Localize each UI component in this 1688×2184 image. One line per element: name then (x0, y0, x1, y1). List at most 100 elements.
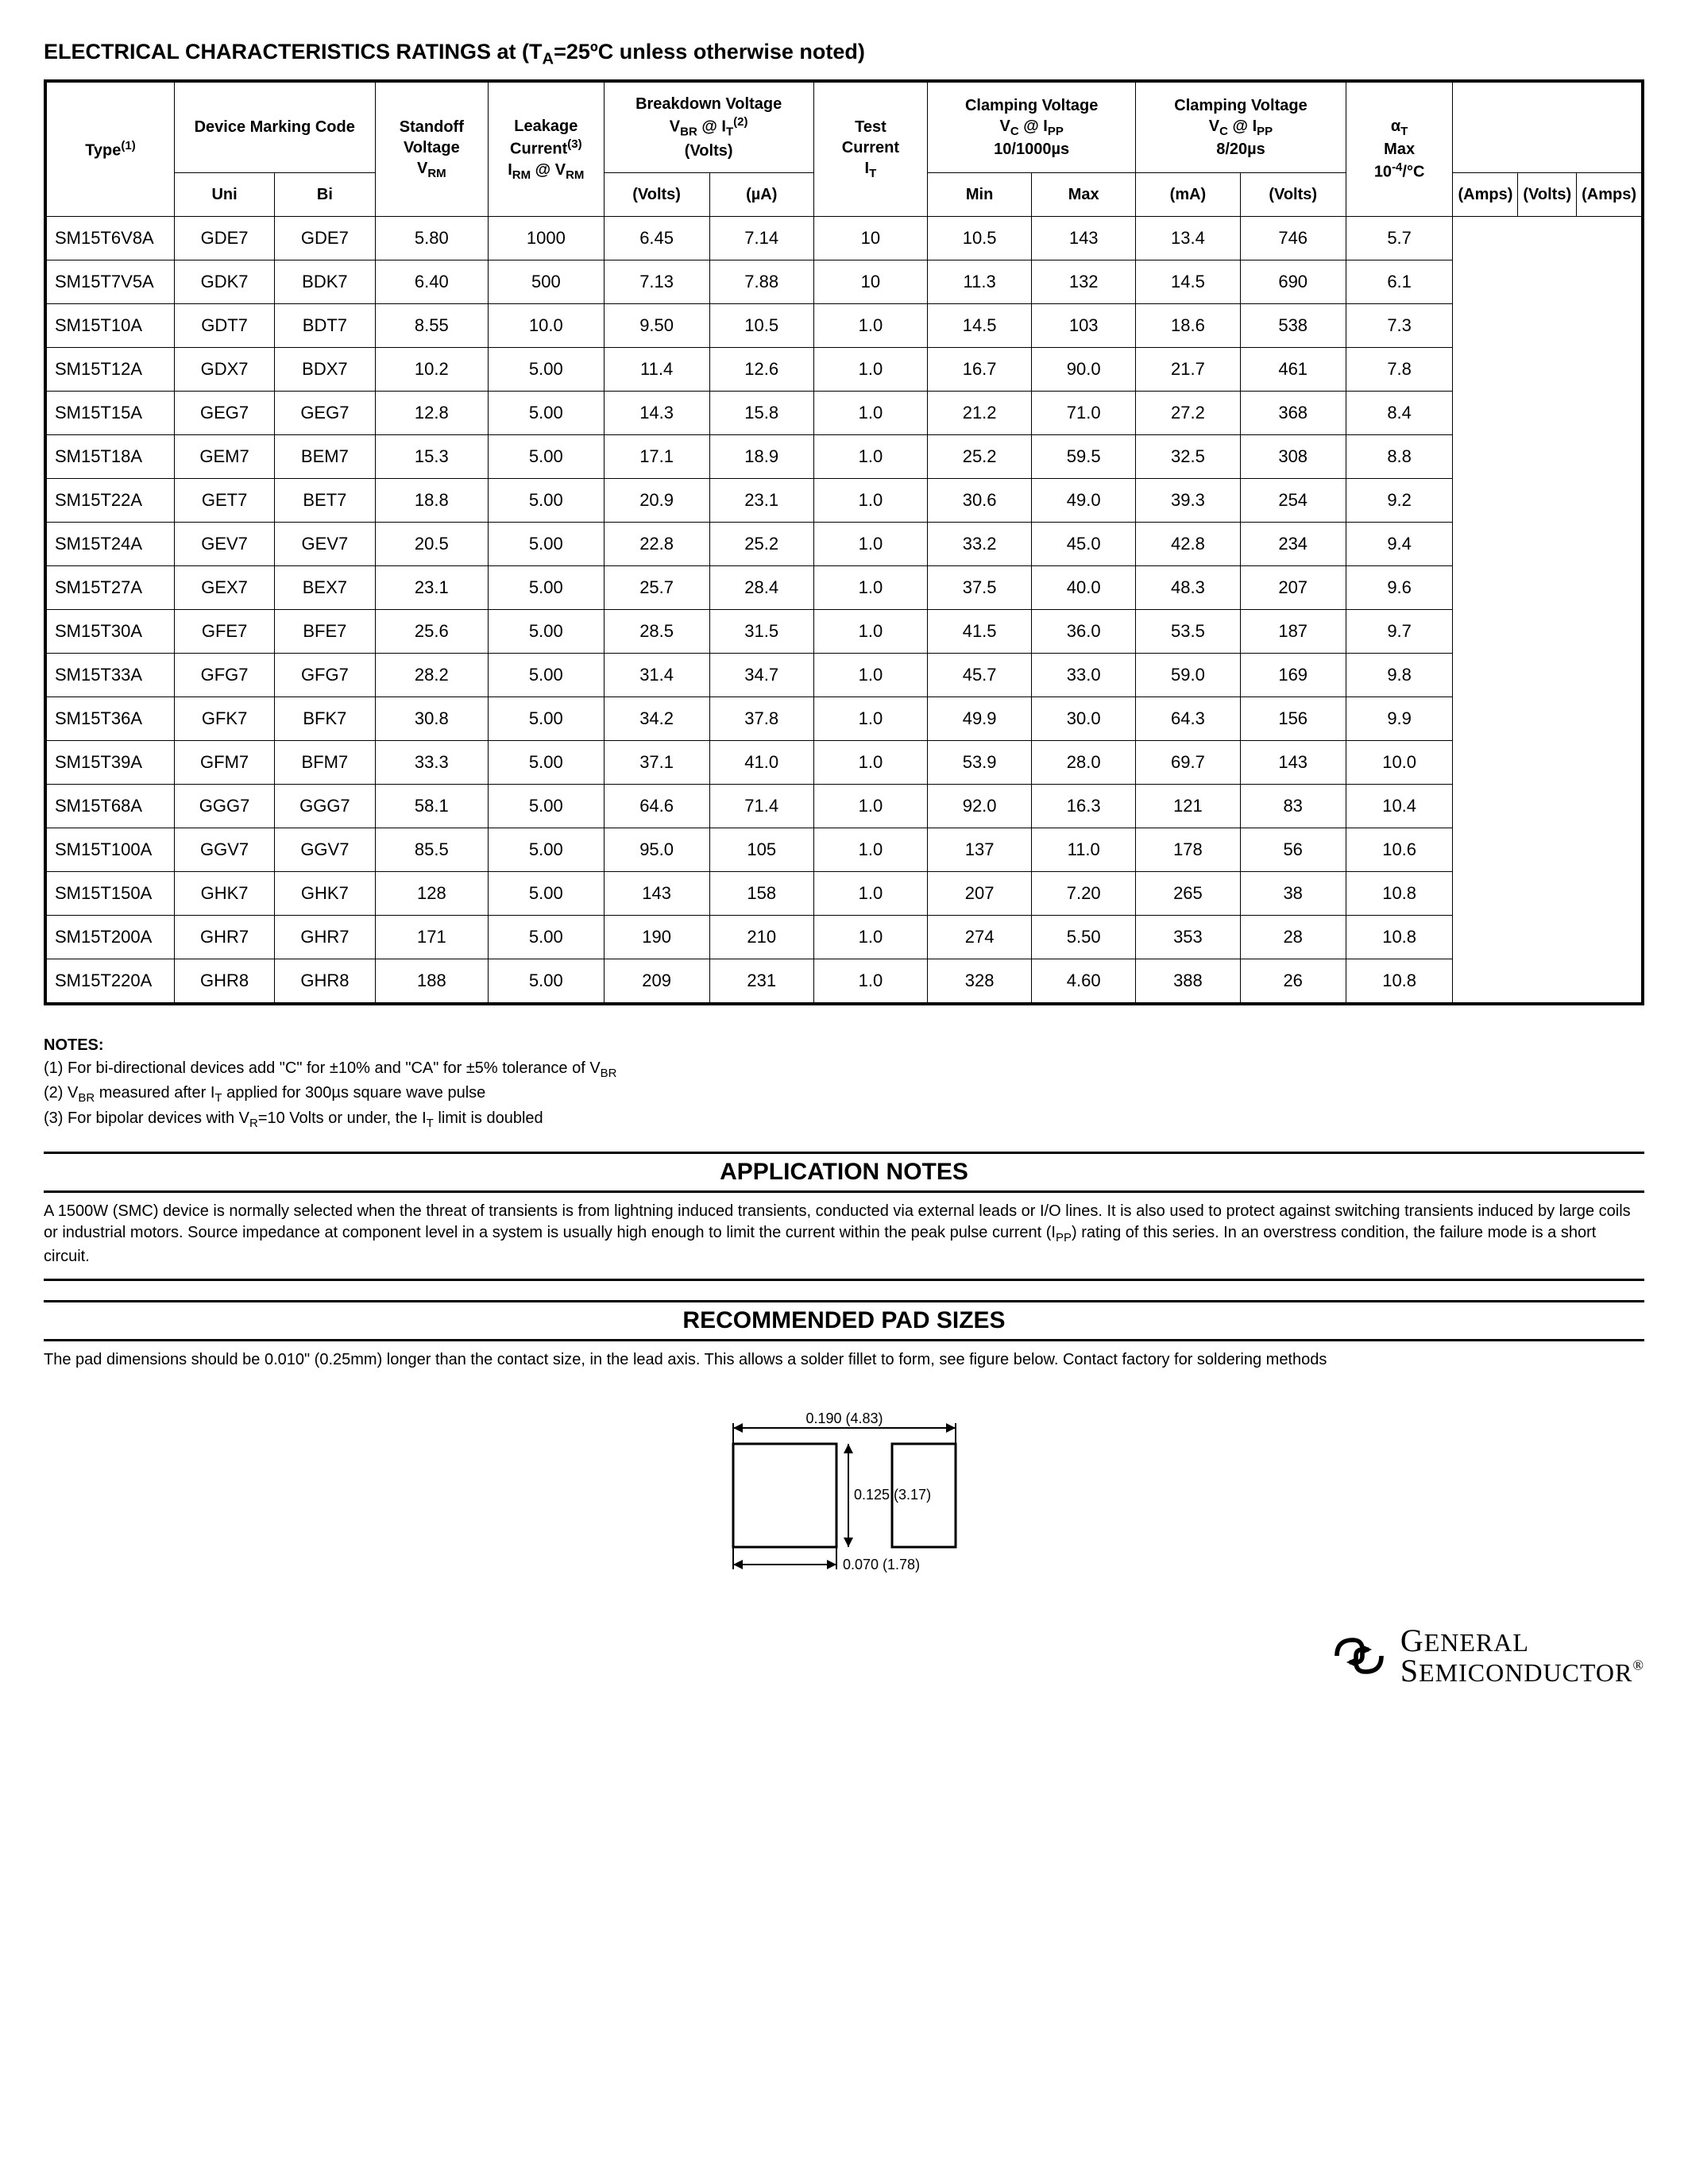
hdr-test: Test Current IT (813, 81, 927, 216)
cell-bi: GEG7 (275, 391, 375, 434)
cell-vbr_min: 17.1 (604, 434, 709, 478)
cell-uni: GFE7 (174, 609, 274, 653)
cell-uni: GDT7 (174, 303, 274, 347)
cell-irm: 5.00 (489, 828, 604, 871)
hdr-breakdown: Breakdown Voltage VBR @ IT(2) (Volts) (604, 81, 813, 172)
cell-uni: GDK7 (174, 260, 274, 303)
cell-vbr_min: 209 (604, 959, 709, 1004)
cell-bi: BDK7 (275, 260, 375, 303)
cell-vc1: 137 (928, 828, 1032, 871)
cell-irm: 5.00 (489, 915, 604, 959)
table-row: SM15T18AGEM7BEM715.35.0017.118.91.025.25… (45, 434, 1643, 478)
title-prefix: ELECTRICAL CHARACTERISTICS RATINGS at (T (44, 40, 543, 64)
application-notes-body: A 1500W (SMC) device is normally selecte… (44, 1201, 1644, 1281)
cell-ipp1: 49.0 (1032, 478, 1136, 522)
cell-ipp2: 169 (1240, 653, 1346, 696)
cell-type: SM15T220A (45, 959, 174, 1004)
cell-irm: 5.00 (489, 522, 604, 565)
cell-type: SM15T33A (45, 653, 174, 696)
cell-bi: BEM7 (275, 434, 375, 478)
cell-ipp1: 71.0 (1032, 391, 1136, 434)
cell-vbr_min: 34.2 (604, 696, 709, 740)
cell-vc1: 53.9 (928, 740, 1032, 784)
cell-type: SM15T150A (45, 871, 174, 915)
cell-vc1: 328 (928, 959, 1032, 1004)
cell-irm: 5.00 (489, 434, 604, 478)
cell-alpha: 9.6 (1346, 565, 1453, 609)
cell-bi: BFK7 (275, 696, 375, 740)
cell-vc1: 10.5 (928, 216, 1032, 260)
cell-vc2: 32.5 (1136, 434, 1240, 478)
cell-vbr_max: 37.8 (709, 696, 813, 740)
cell-alpha: 8.4 (1346, 391, 1453, 434)
title-sub: A (543, 50, 554, 68)
cell-uni: GGV7 (174, 828, 274, 871)
cell-ipp2: 38 (1240, 871, 1346, 915)
cell-alpha: 7.8 (1346, 347, 1453, 391)
cell-irm: 5.00 (489, 653, 604, 696)
cell-vbr_max: 31.5 (709, 609, 813, 653)
cell-uni: GEG7 (174, 391, 274, 434)
cell-ipp1: 28.0 (1032, 740, 1136, 784)
cell-uni: GEM7 (174, 434, 274, 478)
cell-ipp2: 690 (1240, 260, 1346, 303)
cell-vrm: 10.2 (375, 347, 489, 391)
cell-vc2: 69.7 (1136, 740, 1240, 784)
cell-vbr_min: 143 (604, 871, 709, 915)
cell-bi: BEX7 (275, 565, 375, 609)
cell-alpha: 10.0 (1346, 740, 1453, 784)
cell-it: 1.0 (813, 653, 927, 696)
cell-bi: GEV7 (275, 522, 375, 565)
cell-vbr_max: 231 (709, 959, 813, 1004)
cell-alpha: 9.9 (1346, 696, 1453, 740)
cell-vc2: 388 (1136, 959, 1240, 1004)
cell-vc2: 121 (1136, 784, 1240, 828)
cell-vrm: 8.55 (375, 303, 489, 347)
cell-vrm: 28.2 (375, 653, 489, 696)
cell-it: 1.0 (813, 565, 927, 609)
cell-vrm: 85.5 (375, 828, 489, 871)
logo-text: GENERAL SEMICONDUCTOR® (1400, 1626, 1644, 1686)
cell-vc2: 53.5 (1136, 609, 1240, 653)
pad-sizes-body: The pad dimensions should be 0.010" (0.2… (44, 1349, 1644, 1382)
dim-width: 0.190 (4.83) (805, 1410, 883, 1426)
cell-irm: 5.00 (489, 696, 604, 740)
cell-ipp2: 461 (1240, 347, 1346, 391)
cell-ipp2: 143 (1240, 740, 1346, 784)
cell-ipp2: 746 (1240, 216, 1346, 260)
table-row: SM15T24AGEV7GEV720.55.0022.825.21.033.24… (45, 522, 1643, 565)
cell-vbr_max: 158 (709, 871, 813, 915)
cell-irm: 5.00 (489, 609, 604, 653)
cell-ipp1: 45.0 (1032, 522, 1136, 565)
cell-it: 1.0 (813, 696, 927, 740)
cell-bi: GGV7 (275, 828, 375, 871)
cell-alpha: 10.4 (1346, 784, 1453, 828)
cell-ipp1: 16.3 (1032, 784, 1136, 828)
cell-type: SM15T7V5A (45, 260, 174, 303)
cell-bi: GDE7 (275, 216, 375, 260)
hdr-standoff: Standoff Voltage VRM (375, 81, 489, 216)
cell-bi: BFM7 (275, 740, 375, 784)
cell-vbr_max: 18.9 (709, 434, 813, 478)
cell-type: SM15T12A (45, 347, 174, 391)
cell-irm: 10.0 (489, 303, 604, 347)
cell-it: 1.0 (813, 434, 927, 478)
cell-vc1: 33.2 (928, 522, 1032, 565)
cell-vc1: 49.9 (928, 696, 1032, 740)
cell-type: SM15T27A (45, 565, 174, 609)
cell-ipp1: 103 (1032, 303, 1136, 347)
cell-ipp2: 56 (1240, 828, 1346, 871)
cell-vrm: 171 (375, 915, 489, 959)
cell-type: SM15T68A (45, 784, 174, 828)
cell-ipp2: 234 (1240, 522, 1346, 565)
cell-vbr_min: 11.4 (604, 347, 709, 391)
cell-type: SM15T39A (45, 740, 174, 784)
cell-uni: GDE7 (174, 216, 274, 260)
cell-irm: 5.00 (489, 391, 604, 434)
cell-type: SM15T36A (45, 696, 174, 740)
cell-uni: GGG7 (174, 784, 274, 828)
cell-vbr_max: 34.7 (709, 653, 813, 696)
cell-irm: 5.00 (489, 740, 604, 784)
table-row: SM15T22AGET7BET718.85.0020.923.11.030.64… (45, 478, 1643, 522)
cell-it: 1.0 (813, 303, 927, 347)
